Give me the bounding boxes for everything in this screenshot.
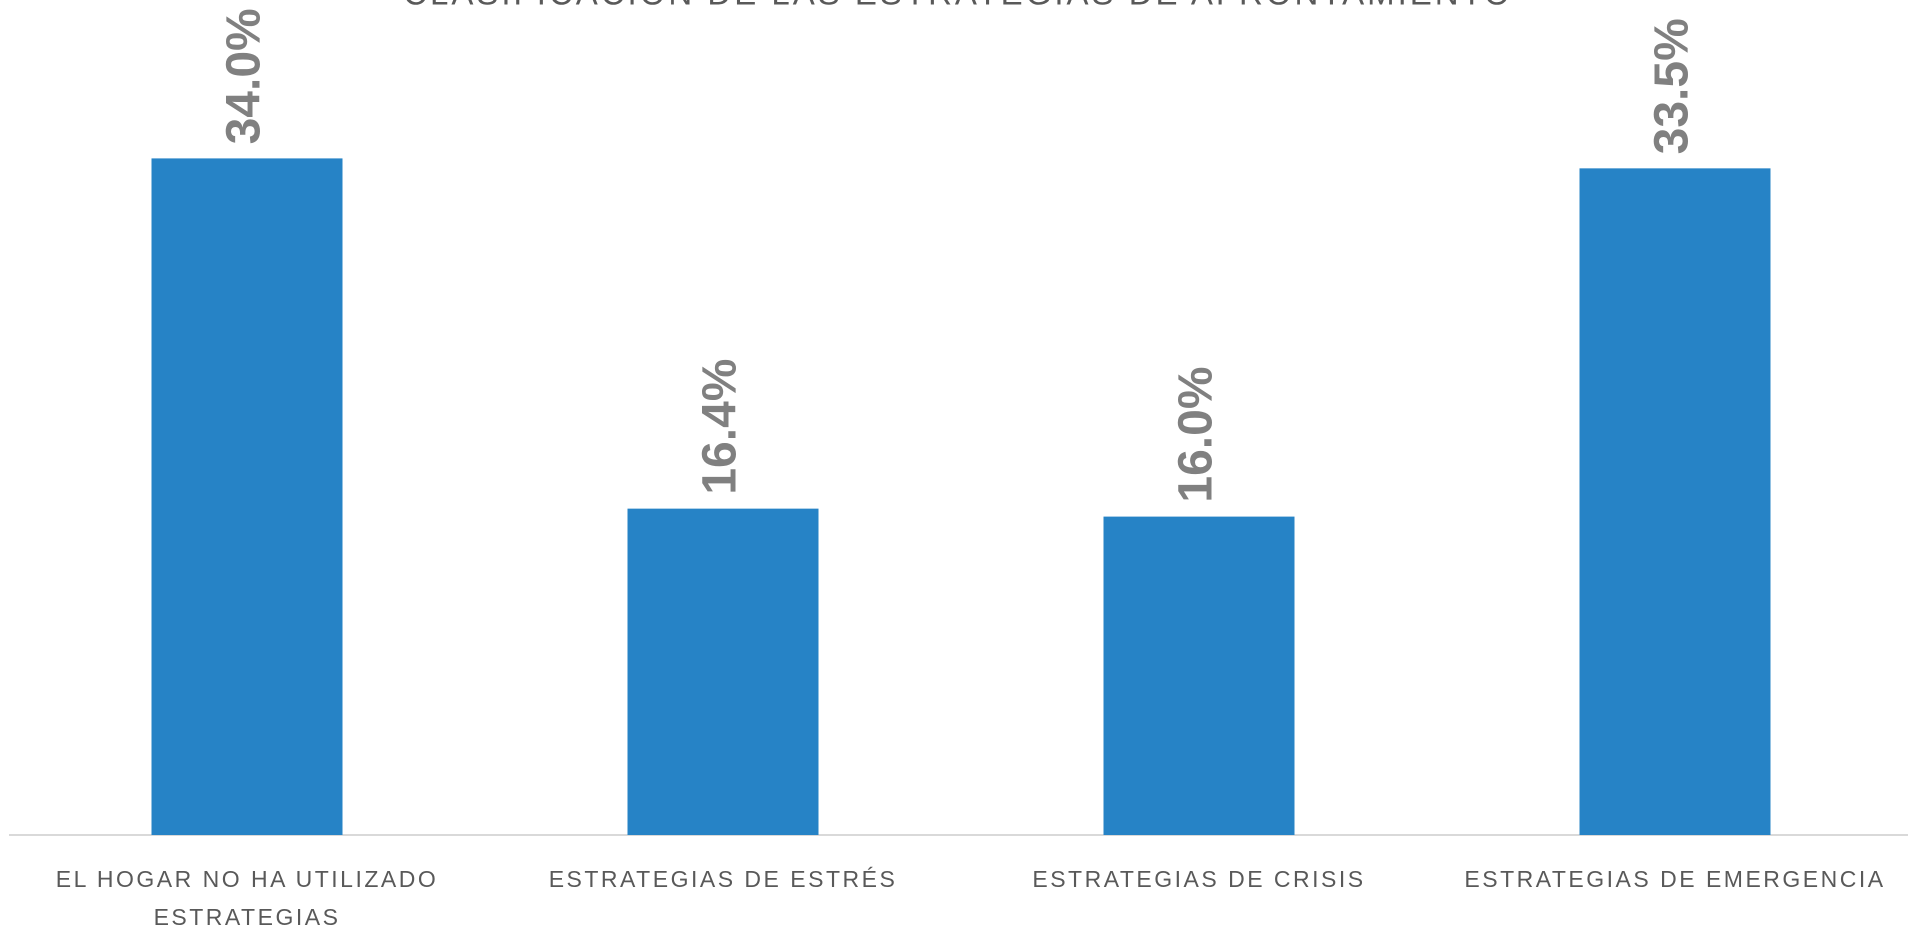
data-label: 34.0% bbox=[218, 8, 271, 144]
bar bbox=[627, 508, 819, 835]
data-label: 16.0% bbox=[1170, 366, 1223, 502]
x-tick-label: ESTRATEGIAS DE CRISIS bbox=[1032, 866, 1366, 892]
bar bbox=[1579, 168, 1771, 836]
x-tick-label: ESTRATEGIAS DE EMERGENCIA bbox=[1464, 866, 1886, 892]
data-label: 33.5% bbox=[1646, 18, 1699, 154]
bar bbox=[1103, 516, 1295, 835]
x-tick-label: EL HOGAR NO HA UTILIZADO ESTRATEGIAS bbox=[55, 866, 439, 930]
x-tick-label: ESTRATEGIAS DE ESTRÉS bbox=[548, 866, 898, 892]
chart-title: CLASIFICACIÓN DE LAS ESTRATEGIAS DE AFRO… bbox=[403, 0, 1513, 12]
data-label: 16.4% bbox=[694, 359, 747, 495]
bar bbox=[151, 158, 343, 835]
